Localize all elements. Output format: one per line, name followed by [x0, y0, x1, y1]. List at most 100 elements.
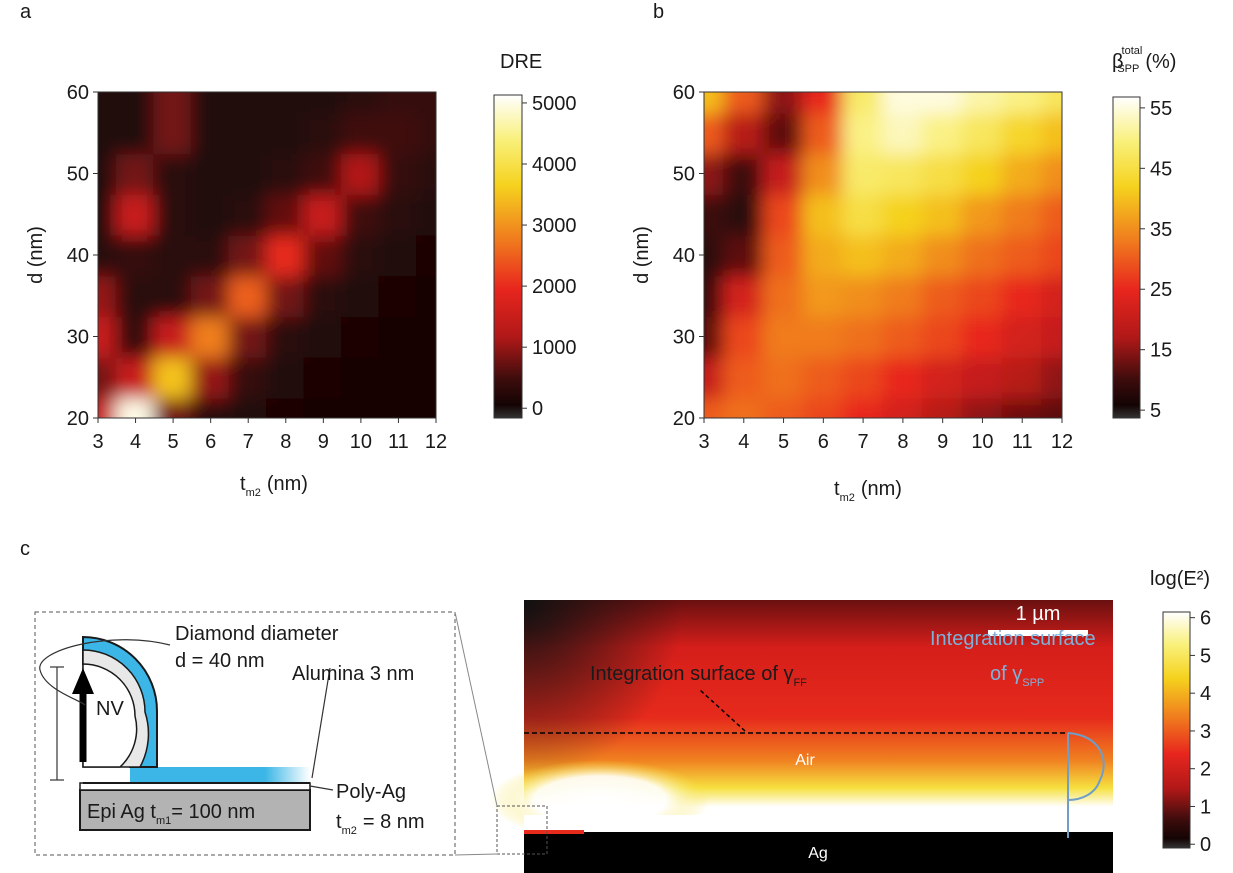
heatmap-cell	[762, 274, 805, 318]
x-axis-label-part: m2	[246, 487, 261, 499]
y-axis-label: d (nm)	[631, 226, 653, 284]
air-label: Air	[795, 752, 815, 769]
inset-label: NV	[96, 698, 124, 720]
x-tick-label: 12	[425, 431, 447, 453]
colorbar-tick-label: 4000	[532, 154, 577, 176]
heatmap-cell	[762, 192, 805, 236]
heatmap-cell	[190, 92, 231, 114]
x-tick-label: 5	[168, 431, 179, 453]
heatmap-cell	[190, 111, 231, 155]
heatmap-cell	[98, 233, 118, 277]
heatmap-cell	[1001, 111, 1044, 155]
heatmap-cell	[722, 92, 765, 114]
heatmap-cell	[303, 315, 344, 358]
heatmap	[704, 92, 1062, 418]
heatmap-cell	[341, 111, 381, 155]
x-axis-label-part: (nm)	[861, 478, 902, 500]
heatmap-cell	[153, 315, 193, 358]
heatmap-cell	[921, 315, 964, 358]
colorbar-tick-label: 1	[1200, 796, 1211, 818]
inset-label-part: m1	[156, 815, 171, 827]
heatmap-cell	[882, 233, 924, 277]
ff-surface-label: Integration surface of γFF	[590, 663, 807, 689]
colorbar-title-part: SPP	[1117, 63, 1139, 75]
heatmap-cell	[266, 111, 306, 155]
heatmap-cell	[762, 111, 805, 155]
heatmap-cell	[704, 274, 725, 318]
y-tick-label: 20	[673, 408, 695, 430]
heatmap-cell	[1001, 192, 1044, 236]
heatmap-cell	[115, 396, 156, 418]
colorbar-title-part: β	[1112, 51, 1124, 73]
heatmap-cell	[1001, 152, 1044, 195]
heatmap-cell	[921, 355, 964, 399]
y-tick-label: 20	[67, 408, 89, 430]
heatmap-cell	[266, 315, 306, 358]
x-tick-label: 4	[130, 431, 141, 453]
heatmap-cell	[802, 274, 845, 318]
x-axis-label-part: m2	[840, 492, 855, 504]
heatmap-cell	[961, 396, 1004, 418]
heatmap-cell	[115, 92, 156, 114]
heatmap-cell	[341, 396, 381, 418]
heatmap-cell	[802, 233, 845, 277]
x-tick-label: 10	[350, 431, 372, 453]
colorbar-tick-label: 0	[532, 398, 543, 420]
spp-surface-label-part: of γ	[990, 663, 1022, 685]
heatmap-cell	[153, 233, 193, 277]
heatmap-cell	[704, 315, 725, 358]
spp-surface-label-part: SPP	[1022, 677, 1044, 689]
heatmap-cell	[1001, 274, 1044, 318]
panel-label: a	[20, 1, 32, 23]
y-tick-label: 50	[673, 164, 695, 186]
heatmap-cell	[303, 396, 344, 418]
heatmap-cell	[416, 233, 436, 277]
x-tick-label: 3	[92, 431, 103, 453]
heatmap-cell	[722, 315, 765, 358]
ff-surface-label-part: FF	[793, 677, 807, 689]
heatmap-cell	[378, 274, 419, 318]
heatmap-cell	[378, 355, 419, 399]
heatmap-cell	[341, 355, 381, 399]
inset-schematic	[34, 611, 498, 856]
heatmap-cell	[115, 315, 156, 358]
colorbar-tick-label: 5	[1150, 400, 1161, 422]
colorbar-tick-label: 5000	[532, 93, 577, 115]
y-tick-label: 40	[673, 245, 695, 267]
heatmap-cell	[802, 192, 845, 236]
heatmap-cell	[961, 92, 1004, 114]
x-tick-label: 3	[698, 431, 709, 453]
colorbar-tick-label: 2	[1200, 759, 1211, 781]
x-axis-label-part: t	[834, 478, 840, 500]
heatmap-cell	[190, 355, 231, 399]
y-tick-label: 50	[67, 164, 89, 186]
inset-label-part: t	[336, 811, 342, 833]
heatmap-cell	[416, 192, 436, 236]
ff-surface-label-part: Integration surface of γ	[590, 663, 793, 685]
heatmap-cell	[378, 92, 419, 114]
heatmap-cell	[722, 355, 765, 399]
x-tick-label: 7	[858, 431, 869, 453]
heatmap-cell	[1041, 111, 1062, 155]
heatmap-cell	[115, 152, 156, 195]
heatmap-cell	[303, 355, 344, 399]
heatmap-cell	[704, 396, 725, 418]
heatmap-cell	[416, 152, 436, 195]
heatmap-cell	[228, 315, 268, 358]
heatmap-cell	[115, 192, 156, 236]
colorbar-title: DRE	[500, 51, 542, 73]
heatmap-cell	[228, 92, 268, 114]
colorbar-tick-label: 1000	[532, 337, 577, 359]
heatmap-cell	[416, 355, 436, 399]
heatmap-cell	[842, 152, 884, 195]
x-tick-label: 5	[778, 431, 789, 453]
colorbar	[1162, 611, 1191, 849]
heatmap-cell	[341, 274, 381, 318]
heatmap-cell	[961, 152, 1004, 195]
heatmap-cell	[882, 92, 924, 114]
heatmap-cell	[228, 152, 268, 195]
heatmap-cell	[266, 192, 306, 236]
heatmap-cell	[704, 152, 725, 195]
heatmap-cell	[228, 192, 268, 236]
